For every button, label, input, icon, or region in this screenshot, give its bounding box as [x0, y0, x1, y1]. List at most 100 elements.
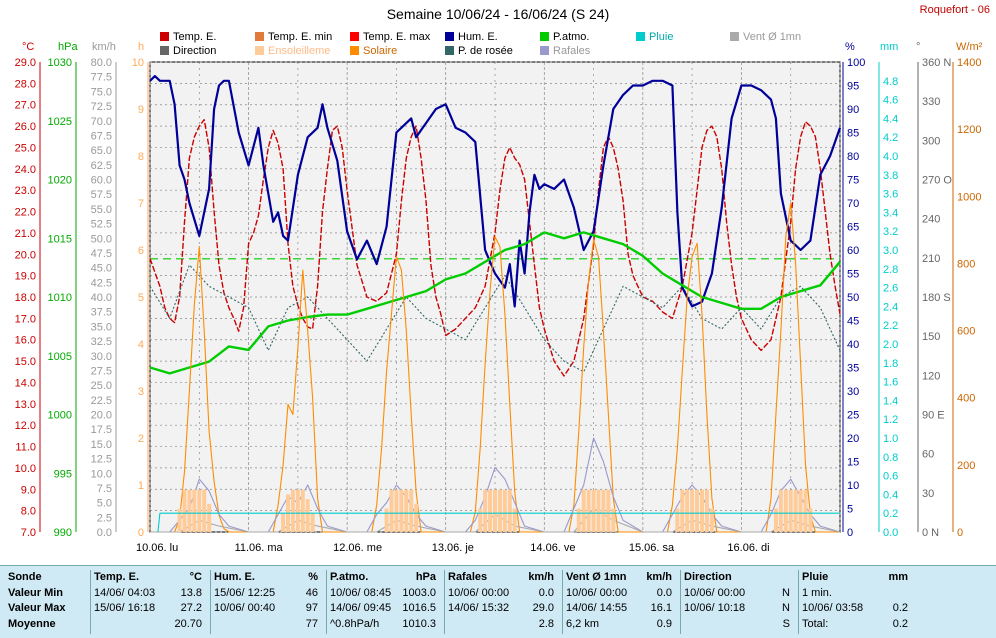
axis-tick-wind: 20.0: [91, 410, 112, 422]
legend-label: Temp. E. max: [363, 31, 431, 43]
axis-tick-sun: 2: [138, 433, 144, 445]
legend-swatch: [160, 46, 169, 55]
axis-tick-sun: 10: [132, 57, 144, 69]
axis-tick-sun: 8: [138, 151, 144, 163]
axis-tick-temp: 10.0: [15, 463, 36, 475]
sunshine-bar: [611, 508, 616, 532]
station-name: Roquefort - 06: [919, 4, 990, 16]
stats-header-label: Sonde: [8, 571, 42, 583]
axis-tick-temp: 27.0: [15, 100, 36, 112]
axis-tick-rain: 2.6: [883, 283, 898, 295]
axis-tick-hum: 35: [847, 363, 859, 375]
legend-swatch: [636, 32, 645, 41]
axis-tick-sun: 3: [138, 386, 144, 398]
axis-tick-wind: 40.0: [91, 292, 112, 304]
axis-tick-dir: 90 E: [922, 410, 945, 422]
stats-header-label: Pluie: [802, 571, 829, 583]
legend-swatch: [350, 32, 359, 41]
axis-tick-wind: 35.0: [91, 321, 112, 333]
axis-tick-wind: 17.5: [91, 424, 112, 436]
legend-item: Pluie: [636, 31, 673, 44]
stats-header-label: Vent Ø 1mn: [566, 571, 627, 583]
legend-item: Direction: [160, 45, 216, 58]
axis-unit-dir: °: [916, 41, 920, 53]
legend-swatch: [160, 32, 169, 41]
sunshine-bar: [507, 489, 512, 532]
axis-tick-dir: 330: [922, 96, 940, 108]
sunshine-bar: [207, 503, 212, 532]
axis-tick-rain: 0.8: [883, 452, 898, 464]
axis-tick-temp: 29.0: [15, 57, 36, 69]
stats-cell-value: N: [782, 586, 790, 599]
stats-header: Temp. E. °C: [90, 570, 210, 586]
stats-column: Pluie mm 1 min. 10/06/ 03:58 0.2 Total: 0.2: [798, 570, 916, 634]
axis-tick-solar: 200: [957, 460, 975, 472]
axis-tick-press: 990: [54, 527, 72, 539]
sunshine-bar: [305, 499, 310, 532]
axis-unit-wind: km/h: [92, 41, 116, 53]
sunshine-bar: [394, 489, 399, 532]
sunshine-bar: [399, 489, 404, 532]
sunshine-bar: [414, 503, 419, 532]
axis-tick-rain: 1.4: [883, 395, 898, 407]
legend-item: Temp. E.: [160, 31, 216, 44]
stats-row: Moyenne: [4, 617, 90, 633]
stats-column: Direction 10/06/ 00:00 N 10/06/ 10:18 N S: [680, 570, 799, 634]
axis-tick-temp: 23.0: [15, 185, 36, 197]
sunshine-bar: [778, 489, 783, 532]
stats-cell-date: 15/06/ 16:18: [94, 602, 156, 614]
axis-tick-temp: 18.0: [15, 292, 36, 304]
legend-label: Temp. E. min: [268, 31, 333, 43]
x-day-label: 16.06. di: [727, 542, 769, 554]
axis-tick-rain: 3.0: [883, 245, 898, 257]
legend-label: P.atmo.: [553, 31, 590, 43]
axis-tick-wind: 30.0: [91, 351, 112, 363]
series-line-rafales: [150, 437, 841, 533]
stats-header-label: Rafales: [448, 571, 488, 583]
stats-cell-date: 10/06/ 08:45: [330, 586, 392, 599]
stats-row: ^0.8hPa/h 1010.3: [326, 617, 444, 633]
axis-tick-rain: 3.6: [883, 189, 898, 201]
legend-label: Hum. E.: [458, 31, 498, 43]
legend-swatch: [540, 46, 549, 55]
axis-tick-hum: 70: [847, 198, 859, 210]
stats-cell-date: 1 min.: [802, 586, 832, 599]
stats-row: 10/06/ 00:00 0.0: [444, 586, 562, 602]
axis-tick-hum: 15: [847, 457, 859, 469]
stats-column: Temp. E. °C 14/06/ 04:03 13.8 15/06/ 16:18 27…: [90, 570, 211, 634]
stats-cell-date: 10/06/ 00:40: [214, 602, 276, 614]
axis-unit-solar: W/m²: [956, 41, 983, 53]
stats-header-unit: km/h: [646, 571, 672, 583]
stats-cell-value: 46: [305, 586, 318, 599]
stats-row: 77: [210, 617, 326, 633]
axis-tick-dir: 210: [922, 253, 940, 265]
axis-tick-sun: 1: [138, 480, 144, 492]
stats-panel: Sonde Valeur Min Valeur Max Moyenne Temp. E.…: [0, 565, 996, 638]
stats-row-label: Valeur Min: [8, 586, 64, 599]
axis-tick-rain: 4.8: [883, 76, 898, 88]
stats-cell-date: 14/06/ 04:03: [94, 586, 156, 599]
sunshine-bar: [295, 489, 300, 532]
axis-tick-wind: 2.5: [97, 512, 112, 524]
sunshine-bar: [202, 489, 207, 532]
axis-tick-solar: 1200: [957, 124, 981, 136]
axis-tick-press: 1015: [48, 233, 72, 245]
sunshine-bar: [384, 508, 389, 532]
axis-tick-wind: 32.5: [91, 336, 112, 348]
legend-item: Rafales: [540, 45, 590, 58]
sunshine-bar: [493, 489, 497, 532]
axis-tick-rain: 1.6: [883, 377, 898, 389]
stats-row: 10/06/ 00:00 N: [680, 586, 798, 602]
axis-tick-solar: 800: [957, 258, 975, 270]
sunshine-bar: [803, 489, 808, 532]
axis-tick-hum: 20: [847, 433, 859, 445]
axis-tick-wind: 77.5: [91, 72, 112, 84]
legend-label: Temp. E.: [173, 31, 217, 43]
x-day-label: 15.06. sa: [629, 542, 675, 554]
stats-row: 14/06/ 15:32 29.0: [444, 601, 562, 617]
stats-row: 15/06/ 16:18 27.2: [90, 601, 210, 617]
stats-header: Sonde: [4, 570, 90, 586]
axis-tick-temp: 9.0: [21, 484, 36, 496]
axis-tick-rain: 0.0: [883, 527, 898, 539]
stats-row: Valeur Max: [4, 601, 90, 617]
